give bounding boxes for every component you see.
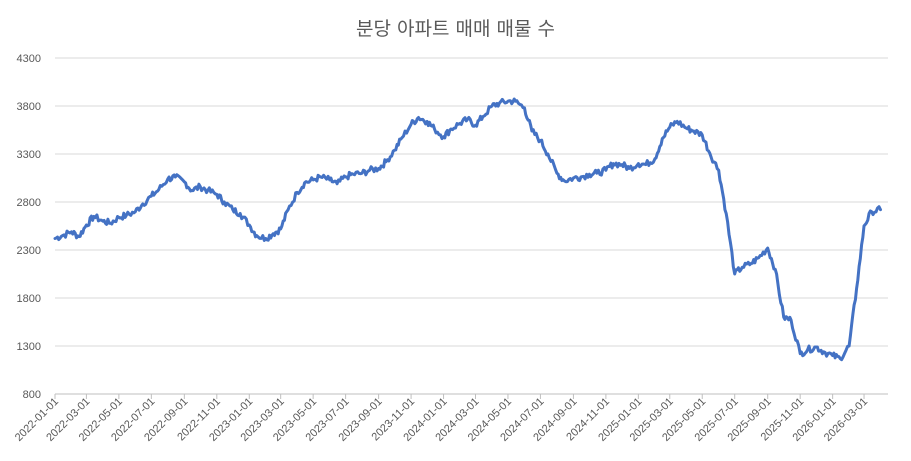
y-tick-label: 4300 <box>17 53 41 65</box>
y-tick-label: 800 <box>23 389 41 401</box>
y-tick-label: 2300 <box>17 245 41 257</box>
y-tick-label: 3800 <box>17 101 41 113</box>
y-tick-label: 3300 <box>17 149 41 161</box>
chart-title: 분당 아파트 매매 매물 수 <box>356 18 555 40</box>
y-axis: 800 1300 1800 2300 2800 3300 3800 4300 <box>17 53 41 401</box>
y-tick-label: 1300 <box>17 341 41 353</box>
y-tick-label: 1800 <box>17 293 41 305</box>
series-layer <box>53 97 882 362</box>
series-line <box>53 97 882 362</box>
y-tick-label: 2800 <box>17 197 41 209</box>
grid-layer <box>55 57 888 395</box>
x-axis: 2022-01-012022-03-012022-05-012022-07-01… <box>13 394 870 444</box>
